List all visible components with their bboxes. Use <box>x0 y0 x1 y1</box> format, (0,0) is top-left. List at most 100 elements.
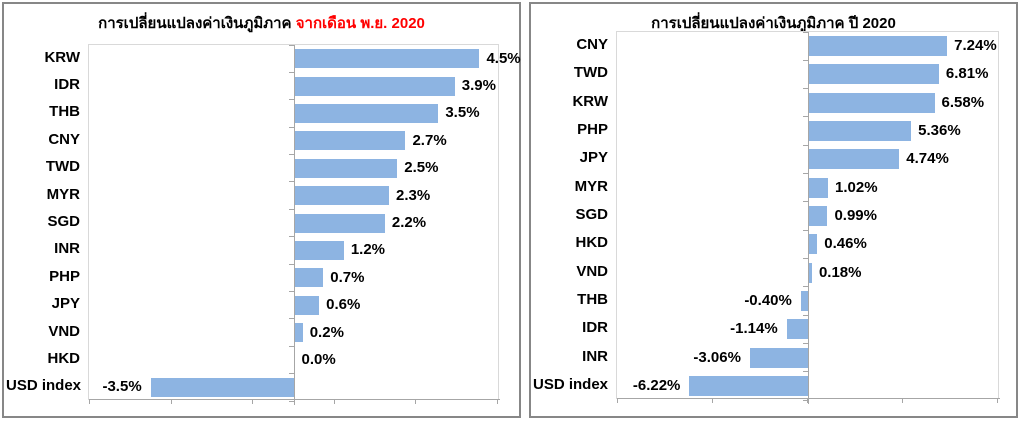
x-axis-tick <box>333 399 335 404</box>
category-label: TWD <box>573 64 608 82</box>
category-axis-tick <box>289 208 294 210</box>
value-label: 6.81% <box>945 65 989 83</box>
bar <box>808 121 912 142</box>
value-label: 3.5% <box>445 104 480 122</box>
category-label: VND <box>48 322 80 340</box>
category-axis-tick <box>803 88 808 90</box>
x-axis-tick <box>252 399 254 404</box>
bar <box>294 186 390 206</box>
category-label: HKD <box>47 349 81 367</box>
value-label: 6.58% <box>941 93 985 111</box>
category-label: MYR <box>46 185 80 203</box>
category-label: THB <box>577 290 608 308</box>
bar <box>294 213 385 233</box>
bar <box>808 149 900 170</box>
category-axis-tick <box>803 59 808 61</box>
value-label: 7.24% <box>954 37 997 55</box>
bar <box>150 377 295 397</box>
bar <box>808 234 818 255</box>
x-axis-tick <box>712 398 713 403</box>
x-axis-tick <box>89 399 90 404</box>
bar <box>800 290 809 311</box>
category-label: PHP <box>49 267 80 285</box>
category-label: USD index <box>6 377 82 395</box>
category-label: SGD <box>575 206 608 223</box>
category-axis-tick <box>289 400 294 402</box>
category-label: INR <box>582 347 608 365</box>
category-label: PHP <box>577 121 608 139</box>
zero-axis-line <box>294 45 295 405</box>
value-label: 2.5% <box>404 159 439 177</box>
value-label: 4.5% <box>486 49 521 67</box>
chart-title-highlight: จากเดือน พ.ย. 2020 <box>295 15 425 32</box>
value-label: -3.5% <box>102 378 142 396</box>
zero-axis-line <box>808 32 809 404</box>
category-axis-tick <box>289 345 294 347</box>
value-label: 4.74% <box>906 150 949 168</box>
category-axis-tick <box>289 126 294 128</box>
category-label: CNY <box>576 36 608 54</box>
category-axis-tick <box>289 318 294 320</box>
bar <box>808 262 812 283</box>
category-label: SGD <box>47 213 80 230</box>
bar <box>749 347 809 368</box>
value-label: 0.7% <box>330 268 365 286</box>
x-axis-tick <box>497 399 498 404</box>
category-axis-tick <box>803 314 808 316</box>
plot-area: 7.24% 6.81% 6.58% 5.36% 4.74% 1.02% 0.99% 0.46%… <box>616 31 1000 404</box>
value-label: 1.02% <box>835 178 878 196</box>
chart-panel-month-change: การเปลี่ยนแปลงค่าเงินภูมิภาค จากเดือน พ.… <box>2 2 521 418</box>
bar <box>808 64 939 85</box>
category-label: HKD <box>575 234 609 252</box>
category-axis-tick <box>803 399 808 401</box>
value-label: -0.40% <box>744 291 792 309</box>
bar <box>294 268 324 288</box>
category-axis-tick <box>803 201 808 203</box>
x-axis-line <box>89 399 500 400</box>
value-label: 0.99% <box>834 207 877 224</box>
value-label: 3.9% <box>461 77 496 95</box>
value-label: 1.2% <box>350 241 386 259</box>
category-label: USD index <box>533 375 609 393</box>
category-label: CNY <box>48 130 80 148</box>
value-label: 0.0% <box>301 350 336 368</box>
plot-area: 4.5% 3.9% 3.5% 2.7% 2.5% 2.3% 2.2% 1.2% 0.7% 0.6%… <box>88 44 521 405</box>
category-axis-tick <box>803 371 808 373</box>
chart-title-main: การเปลี่ยนแปลงค่าเงินภูมิภาค <box>98 15 296 32</box>
category-axis-tick <box>803 116 808 118</box>
bar <box>294 158 398 178</box>
category-axis-tick <box>289 236 294 238</box>
value-label: -6.22% <box>632 376 681 394</box>
category-label: KRW <box>44 48 80 66</box>
bar <box>294 49 480 69</box>
category-label: KRW <box>572 92 608 110</box>
category-axis-tick <box>803 257 808 259</box>
category-axis-tick <box>803 229 808 231</box>
category-axis-tick <box>289 99 294 101</box>
bar <box>808 177 829 198</box>
bar <box>294 295 320 315</box>
category-axis-tick <box>289 290 294 292</box>
bar <box>689 375 809 396</box>
category-axis-tick <box>289 373 294 375</box>
category-axis-tick <box>803 342 808 344</box>
chart-title: การเปลี่ยนแปลงค่าเงินภูมิภาค จากเดือน พ.… <box>4 11 519 33</box>
category-axis-tick <box>803 144 808 146</box>
category-label: TWD <box>45 158 80 176</box>
x-axis-tick <box>617 398 618 403</box>
value-label: 0.46% <box>824 235 867 253</box>
category-label: IDR <box>54 76 80 94</box>
bar <box>294 103 439 123</box>
category-axis-tick <box>289 263 294 265</box>
bar <box>808 206 828 226</box>
x-axis-tick <box>902 398 903 403</box>
chart-title-main: การเปลี่ยนแปลงค่าเงินภูมิภาค ปี 2020 <box>651 15 896 32</box>
x-axis-tick <box>170 399 172 404</box>
x-axis-line <box>617 398 1000 399</box>
bar <box>294 240 344 260</box>
category-axis-tick <box>803 173 808 175</box>
category-label: JPY <box>579 149 608 167</box>
x-axis-tick <box>415 399 417 404</box>
bar <box>294 76 455 96</box>
chart-panel-year-change: การเปลี่ยนแปลงค่าเงินภูมิภาค ปี 2020 7.2… <box>529 2 1018 418</box>
